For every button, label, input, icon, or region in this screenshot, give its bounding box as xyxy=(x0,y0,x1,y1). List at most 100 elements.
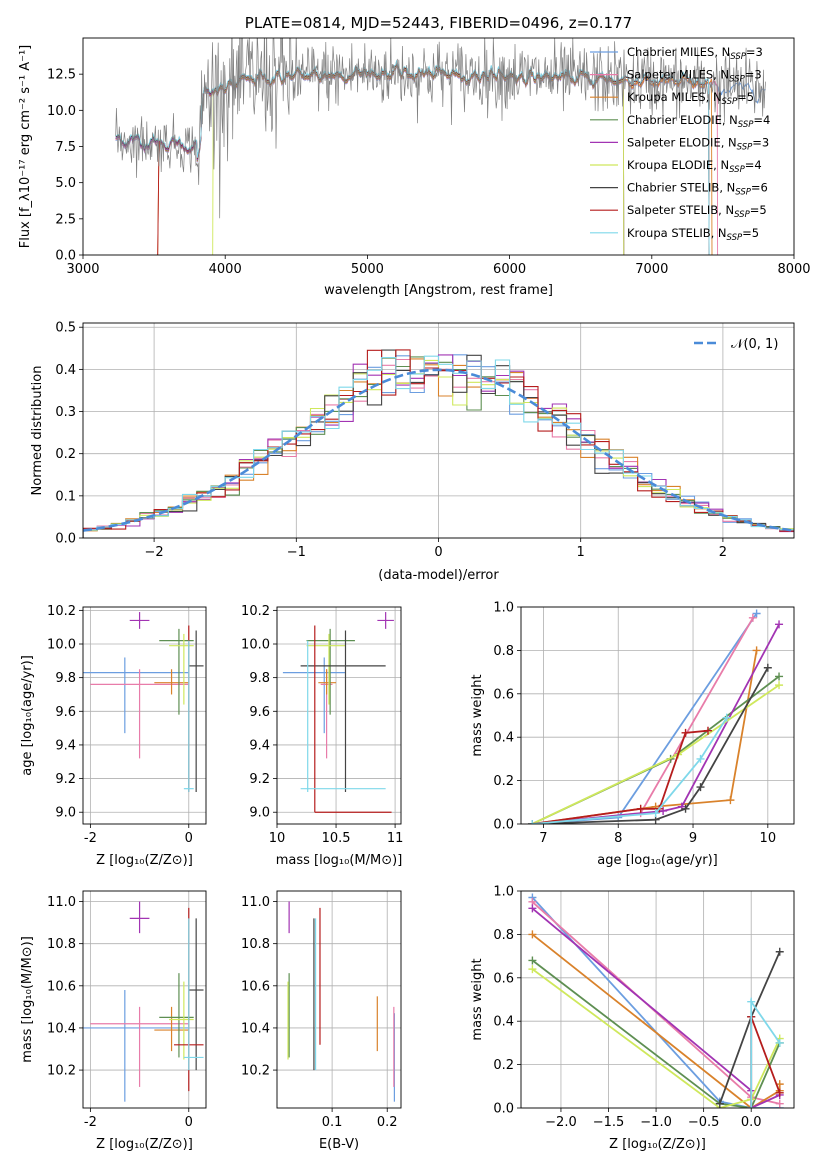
x-tick-label: 2 xyxy=(719,545,727,560)
legend-suffix: =5 xyxy=(737,90,754,104)
plus-marker xyxy=(747,997,756,1006)
grid-lines xyxy=(521,606,794,825)
y-tick-label: 10.6 xyxy=(241,979,270,994)
axes-frame xyxy=(82,322,795,539)
y-axis-label: mass weight xyxy=(470,674,485,756)
y-axis-label: mass weight xyxy=(470,958,485,1040)
legend: Chabrier MILES, NSSP=3 Salpeter MILES, N S… xyxy=(590,45,770,243)
x-tick-label: 0.0 xyxy=(741,1115,762,1130)
normal-curve xyxy=(83,368,794,532)
plus-marker xyxy=(696,754,705,763)
plus-marker xyxy=(681,728,690,737)
axes-frame xyxy=(520,890,795,1109)
y-tick-label: 9.6 xyxy=(249,705,270,720)
x-tick-label: 9 xyxy=(689,831,697,846)
legend-name: Chabrier STELIB, N xyxy=(627,181,735,195)
y-tick-label: 5.0 xyxy=(55,176,76,191)
x-axis-label: Z [log₁₀(Z/Z⊙)] xyxy=(96,853,193,868)
legend-name: Kroupa ELODIE, N xyxy=(627,158,729,172)
y-tick-label: 10.8 xyxy=(241,937,270,952)
mass-weight-line xyxy=(532,717,728,824)
y-axis-label: Flux [f_λ10⁻¹⁷ erg cm⁻² s⁻¹ A⁻¹] xyxy=(18,45,33,249)
y-tick-label: 9.8 xyxy=(249,671,270,686)
axes-frame xyxy=(276,890,402,1109)
model-spectrum-line xyxy=(115,60,710,255)
legend-suffix: =6 xyxy=(751,181,768,195)
x-tick-label: -2 xyxy=(84,1115,97,1130)
x-axis-label: age [log₁₀(age/yr)] xyxy=(597,853,718,868)
y-tick-label: 9.0 xyxy=(249,806,270,821)
y-tick-label: 10.2 xyxy=(241,604,270,619)
plot-area xyxy=(115,38,766,255)
mass-weight-line xyxy=(718,951,781,1105)
y-tick-label: 0.4 xyxy=(55,363,76,378)
legend-sub: SSP xyxy=(735,188,751,198)
y-tick-label: 9.8 xyxy=(55,671,76,686)
legend-name: Kroupa MILES, N xyxy=(627,90,722,104)
plus-marker xyxy=(703,726,712,735)
model-spectrum-line xyxy=(115,62,625,255)
x-tick-label: 10 xyxy=(269,831,286,846)
legend-name: Chabrier ELODIE, N xyxy=(627,113,738,127)
y-tick-label: 0.4 xyxy=(493,731,514,746)
plus-marker xyxy=(726,796,735,805)
y-tick-label: 0.0 xyxy=(55,532,76,547)
age-vs-Z-axes: -2 0 9.0 9.2 9.4 9.6 9.8 10.0 10.2 xyxy=(47,604,207,846)
y-tick-label: 10.2 xyxy=(241,1064,270,1079)
legend-label: Salpeter ELODIE, NSSP=3 xyxy=(627,135,769,152)
legend-label: Kroupa MILES, NSSP=5 xyxy=(627,90,754,107)
plot-area xyxy=(287,901,395,1102)
x-tick-label: 0 xyxy=(434,545,442,560)
legend-suffix: =3 xyxy=(752,135,769,149)
legend-suffix: =3 xyxy=(745,68,762,82)
plus-marker xyxy=(715,1099,724,1108)
legend-label: Chabrier ELODIE, NSSP=4 xyxy=(627,113,770,130)
axes-frame xyxy=(82,37,795,256)
x-axis-label: Z [log₁₀(Z/Z⊙)] xyxy=(609,1137,706,1152)
plus-marker xyxy=(775,620,784,629)
mass-weight-line xyxy=(531,959,781,1108)
axes-frame xyxy=(520,606,795,825)
y-tick-label: 0.4 xyxy=(493,1015,514,1030)
plus-marker xyxy=(696,783,705,792)
y-tick-label: 11.0 xyxy=(241,895,270,910)
plot-area xyxy=(528,609,784,824)
y-axis-label: Normed distribution xyxy=(30,366,45,496)
spectrum-axes: 3000 4000 5000 6000 7000 8000 0.0 2.5 5.0 7.5 10.0… xyxy=(47,37,811,277)
histogram-step xyxy=(83,355,794,538)
legend-suffix: =3 xyxy=(746,45,763,59)
grid-lines xyxy=(276,607,401,824)
grid-lines xyxy=(521,890,794,1109)
x-tick-label: 7 xyxy=(539,831,547,846)
plus-marker xyxy=(528,965,537,974)
legend-sub: SSP xyxy=(737,142,753,152)
y-tick-label: 10.0 xyxy=(241,638,270,653)
histogram-step xyxy=(83,349,794,538)
mass-weight-line xyxy=(531,675,780,824)
plus-marker xyxy=(752,646,761,655)
y-tick-label: 0.0 xyxy=(493,818,514,833)
y-tick-label: 9.4 xyxy=(55,738,76,753)
legend-name: Salpeter MILES, N xyxy=(627,68,729,82)
x-axis-label: wavelength [Angstrom, rest frame] xyxy=(324,283,553,298)
legend-label: Chabrier MILES, NSSP=3 xyxy=(627,45,763,62)
y-tick-label: 9.6 xyxy=(55,705,76,720)
grid-lines xyxy=(277,891,401,1108)
y-tick-label: 0.1 xyxy=(55,489,76,504)
x-tick-label: 0 xyxy=(185,831,193,846)
x-axis-label: mass [log₁₀(M/M⊙)] xyxy=(276,853,403,868)
y-tick-label: 9.2 xyxy=(55,772,76,787)
y-tick-label: 0.5 xyxy=(55,321,76,336)
x-tick-label: −1 xyxy=(287,545,306,560)
plus-marker xyxy=(748,613,757,622)
x-tick-label: 3000 xyxy=(66,262,99,277)
plus-marker xyxy=(775,681,784,690)
axes-frame xyxy=(82,890,207,1109)
y-tick-label: 0.3 xyxy=(55,405,76,420)
legend-name: Salpeter STELIB, N xyxy=(627,203,734,217)
y-tick-label: 10.2 xyxy=(47,1064,76,1079)
y-tick-label: 0.0 xyxy=(493,1102,514,1117)
grid-lines xyxy=(83,891,206,1108)
mass-weight-line xyxy=(531,968,781,1108)
